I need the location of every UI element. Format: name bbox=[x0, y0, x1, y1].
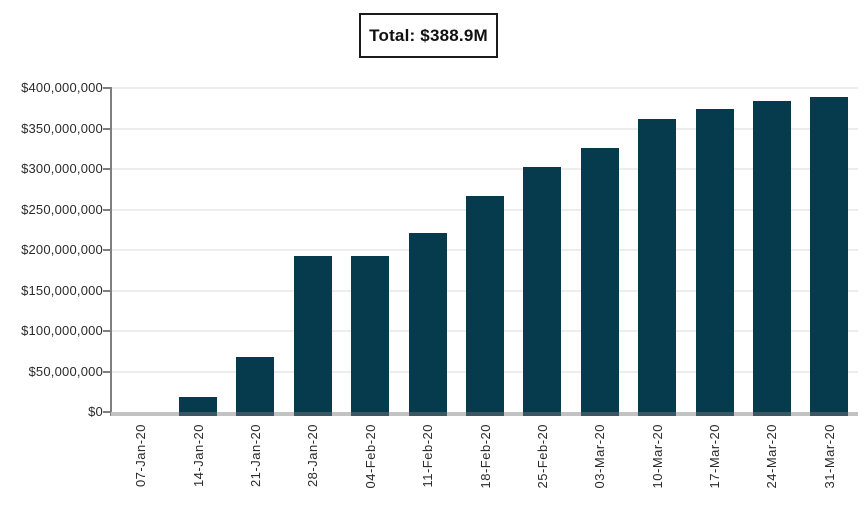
x-axis-tick-label: 18-Feb-20 bbox=[477, 424, 493, 489]
bar-slot bbox=[514, 88, 571, 416]
x-axis-tick-label: 17-Mar-20 bbox=[707, 424, 723, 489]
bar bbox=[810, 97, 849, 416]
x-label-slot: 03-Mar-20 bbox=[571, 424, 628, 488]
bar-slot bbox=[342, 88, 399, 416]
bar-slot bbox=[169, 88, 226, 416]
bar-slot bbox=[571, 88, 628, 416]
y-axis-tick-label: $200,000,000 bbox=[21, 242, 103, 257]
y-axis-tick-label: $150,000,000 bbox=[21, 282, 103, 298]
bar bbox=[351, 256, 390, 416]
bar-slot bbox=[743, 88, 800, 416]
y-axis-tick-label: $100,000,000 bbox=[21, 323, 103, 338]
chart-total-callout: Total: $388.9M bbox=[359, 13, 498, 58]
y-axis-tick bbox=[103, 208, 111, 211]
x-label-slot: 14-Jan-20 bbox=[169, 424, 226, 488]
y-axis-tick bbox=[103, 330, 111, 332]
bar-slot bbox=[456, 88, 513, 416]
bar-series bbox=[112, 88, 858, 416]
x-label-slot: 04-Feb-20 bbox=[342, 424, 399, 488]
x-axis-tick-label: 28-Jan-20 bbox=[305, 424, 321, 488]
bar-slot bbox=[112, 88, 169, 416]
chart-total-label: Total: $388.9M bbox=[369, 25, 488, 45]
x-axis-tick-label: 21-Jan-20 bbox=[247, 424, 263, 488]
x-axis-tick-label: 25-Feb-20 bbox=[534, 424, 550, 489]
x-label-slot: 10-Mar-20 bbox=[629, 424, 686, 488]
bar bbox=[466, 195, 505, 416]
y-axis-tick bbox=[103, 168, 111, 170]
x-label-slot: 11-Feb-20 bbox=[399, 424, 456, 488]
bar-slot bbox=[801, 88, 858, 416]
bar-slot bbox=[686, 88, 743, 416]
y-axis-tick-label: $0 bbox=[88, 404, 103, 419]
bar bbox=[752, 100, 791, 416]
x-label-slot: 31-Mar-20 bbox=[801, 424, 858, 488]
x-axis-tick-label: 11-Feb-20 bbox=[420, 424, 436, 488]
bar-slot bbox=[399, 88, 456, 416]
x-axis-tick-label: 10-Mar-20 bbox=[649, 424, 665, 489]
y-axis-tick-label: $350,000,000 bbox=[21, 120, 103, 136]
x-label-slot: 25-Feb-20 bbox=[514, 424, 571, 488]
x-label-slot: 07-Jan-20 bbox=[112, 424, 169, 488]
y-axis-tick-label: $50,000,000 bbox=[28, 363, 103, 379]
y-axis-tick bbox=[103, 87, 111, 89]
bar bbox=[293, 256, 332, 416]
y-axis-tick bbox=[103, 289, 111, 292]
x-axis-tick-label: 31-Mar-20 bbox=[821, 424, 837, 489]
x-axis-tick-label: 14-Jan-20 bbox=[190, 424, 206, 488]
bar-slot bbox=[284, 88, 341, 416]
bar bbox=[695, 109, 734, 416]
gridline bbox=[111, 87, 858, 89]
x-label-slot: 21-Jan-20 bbox=[227, 424, 284, 488]
bar bbox=[408, 233, 447, 416]
y-axis-tick-label: $300,000,000 bbox=[21, 161, 103, 176]
x-axis-tick-label: 04-Feb-20 bbox=[362, 424, 378, 489]
x-label-slot: 17-Mar-20 bbox=[686, 424, 743, 488]
bar bbox=[179, 396, 218, 416]
gridline bbox=[111, 168, 858, 170]
y-axis-tick bbox=[103, 370, 111, 373]
y-axis-tick-label: $250,000,000 bbox=[21, 201, 103, 217]
y-axis-tick-label: $400,000,000 bbox=[21, 80, 103, 95]
x-axis-tick-label: 03-Mar-20 bbox=[592, 424, 608, 489]
x-axis-tick-labels: 07-Jan-20 14-Jan-20 21-Jan-20 28-Jan-20 04-F… bbox=[112, 424, 858, 488]
bar-slot bbox=[227, 88, 284, 416]
bar-slot bbox=[629, 88, 686, 416]
bar bbox=[638, 118, 677, 416]
gridline bbox=[111, 127, 858, 130]
x-label-slot: 18-Feb-20 bbox=[456, 424, 513, 488]
x-axis-tick-label: 24-Mar-20 bbox=[764, 424, 780, 489]
x-label-slot: 24-Mar-20 bbox=[743, 424, 800, 488]
y-axis-tick bbox=[103, 249, 111, 251]
y-axis-tick bbox=[103, 411, 111, 413]
bar bbox=[236, 356, 275, 416]
bar bbox=[580, 147, 619, 416]
y-axis-tick bbox=[103, 127, 111, 130]
bar bbox=[523, 167, 562, 416]
x-label-slot: 28-Jan-20 bbox=[284, 424, 341, 488]
x-axis-tick-label: 07-Jan-20 bbox=[133, 424, 149, 488]
y-axis-line bbox=[110, 87, 112, 416]
